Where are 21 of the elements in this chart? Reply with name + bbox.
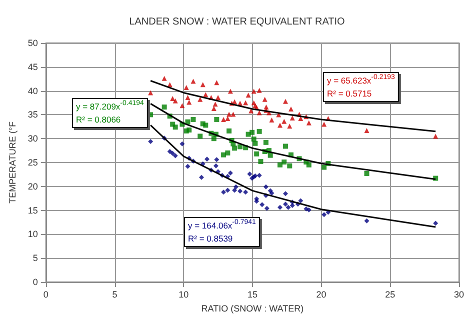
x-tick-label: 10	[178, 290, 189, 300]
y-axis-title: TEMPERATURE (°F	[8, 121, 18, 204]
y-tick-label: 15	[28, 205, 38, 216]
y-tick-label: 25	[28, 158, 38, 168]
y-tick-label: 10	[28, 229, 38, 240]
y-tick-label: 30	[28, 134, 38, 144]
x-tick-label: 30	[454, 290, 464, 300]
x-tick-label: 15	[247, 290, 258, 300]
y-tick-label: 40	[28, 86, 38, 96]
y-tick-label: 50	[28, 38, 38, 48]
x-axis-title: RATIO (SNOW : WATER)	[201, 303, 304, 314]
x-tick-label: 5	[112, 290, 118, 300]
y-tick-label: 5	[32, 253, 38, 264]
y-tick-label: 20	[28, 181, 38, 192]
y-tick-label: 45	[28, 62, 38, 72]
y-tick-label: 35	[28, 110, 38, 120]
x-tick-label: 0	[43, 290, 48, 300]
x-tick-label: 20	[316, 290, 326, 300]
y-tick-label: 0	[32, 277, 38, 287]
chart-title: LANDER SNOW : WATER EQUIVALENT RATIO	[129, 16, 346, 28]
x-tick-label: 25	[385, 290, 396, 300]
